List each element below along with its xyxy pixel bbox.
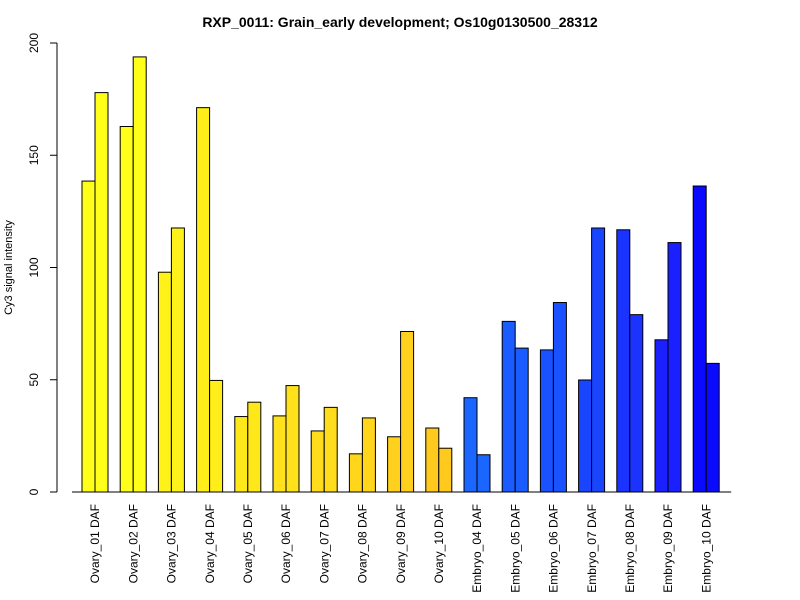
bar	[132, 56, 147, 493]
bar	[285, 385, 300, 493]
bar	[387, 436, 402, 493]
bar	[629, 314, 644, 493]
bar	[361, 417, 376, 493]
bar	[463, 397, 478, 493]
x-tick-label: Embryo_10 DAF	[699, 504, 713, 593]
chart-title: RXP_0011: Grain_early development; Os10g…	[202, 14, 598, 30]
bar	[310, 430, 325, 493]
bar	[196, 107, 211, 493]
bar	[705, 362, 720, 493]
x-tick-label: Embryo_04 DAF	[470, 504, 484, 593]
x-tick-label: Embryo_09 DAF	[661, 504, 675, 593]
x-tick-label: Ovary_01 DAF	[88, 504, 102, 583]
bar	[476, 454, 491, 493]
bar	[539, 349, 554, 493]
y-tick-label: 150	[27, 145, 41, 165]
bar	[247, 401, 262, 493]
x-tick-label: Ovary_06 DAF	[279, 504, 293, 583]
x-tick-labels: Ovary_01 DAF Ovary_02 DAF Ovary_03 DAF Ovar…	[88, 504, 713, 593]
x-tick-label: Ovary_08 DAF	[356, 504, 370, 583]
x-tick-label: Ovary_05 DAF	[241, 504, 255, 583]
bar	[81, 180, 96, 493]
y-tick-label: 100	[27, 257, 41, 277]
bar	[591, 227, 606, 493]
y-axis: 0 50 100 150 200	[27, 33, 58, 495]
bar	[170, 227, 185, 493]
bar	[323, 406, 338, 493]
bar	[654, 339, 669, 493]
bar	[234, 416, 249, 493]
bar	[119, 126, 134, 493]
bar	[400, 330, 415, 493]
x-tick-label: Ovary_02 DAF	[126, 504, 140, 583]
bar	[514, 347, 529, 493]
bar	[157, 271, 172, 493]
x-tick-label: Embryo_08 DAF	[623, 504, 637, 593]
bar	[94, 92, 109, 493]
y-tick-label: 0	[27, 488, 41, 495]
bar	[692, 185, 707, 493]
y-axis-label: Cy3 signal intensity	[3, 220, 15, 315]
x-tick-label: Ovary_03 DAF	[165, 504, 179, 583]
x-tick-label: Ovary_04 DAF	[203, 504, 217, 583]
bar	[552, 302, 567, 493]
x-tick-label: Ovary_10 DAF	[432, 504, 446, 583]
bar	[578, 379, 593, 493]
bar	[209, 379, 224, 493]
bar	[501, 320, 516, 493]
bar	[616, 229, 631, 493]
bars-group	[81, 56, 720, 493]
y-tick-label: 200	[27, 33, 41, 53]
x-tick-label: Ovary_07 DAF	[317, 504, 331, 583]
bar	[348, 453, 363, 493]
x-tick-label: Embryo_06 DAF	[547, 504, 561, 593]
bar	[667, 242, 682, 493]
x-tick-label: Embryo_07 DAF	[585, 504, 599, 593]
bar	[438, 447, 453, 493]
bar	[272, 415, 287, 493]
x-tick-label: Ovary_09 DAF	[394, 504, 408, 583]
bar	[425, 427, 440, 493]
y-tick-label: 50	[27, 373, 41, 387]
x-tick-label: Embryo_05 DAF	[508, 504, 522, 593]
